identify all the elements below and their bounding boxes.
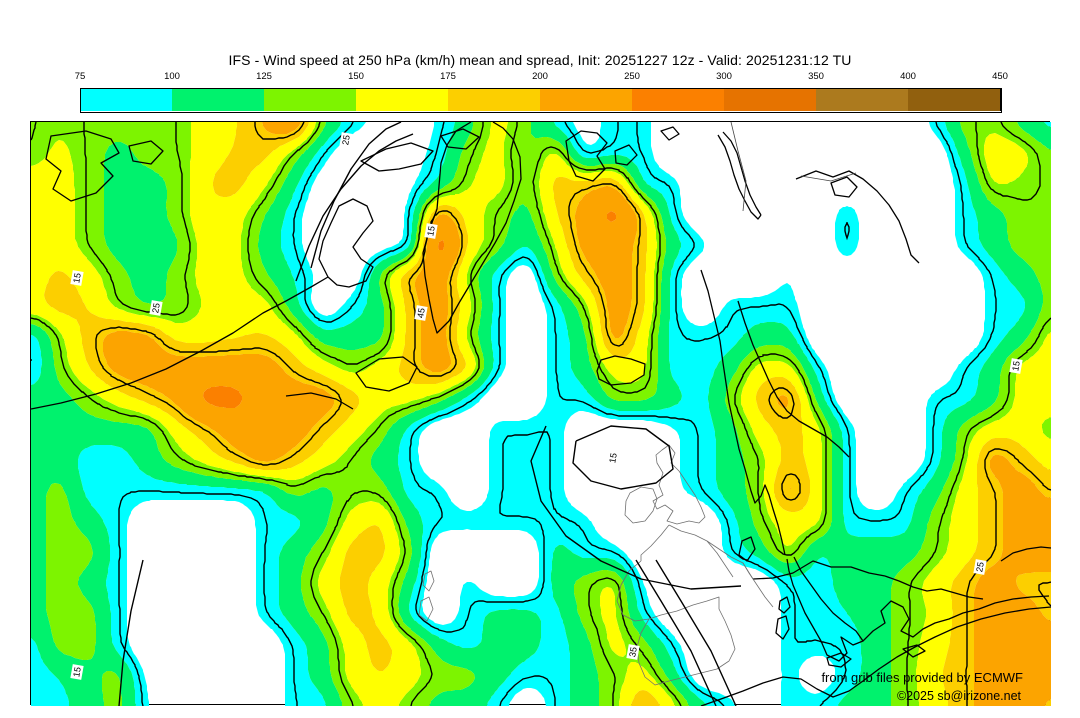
svg-text:25: 25 <box>150 302 162 314</box>
svg-text:35: 35 <box>627 646 639 658</box>
svg-text:15: 15 <box>71 272 83 284</box>
svg-text:25: 25 <box>340 134 352 146</box>
svg-text:15: 15 <box>71 666 83 678</box>
svg-text:45: 45 <box>415 307 427 319</box>
svg-text:15: 15 <box>1010 360 1022 372</box>
svg-text:15: 15 <box>607 452 619 464</box>
svg-text:25: 25 <box>974 561 986 573</box>
svg-text:15: 15 <box>425 225 437 237</box>
